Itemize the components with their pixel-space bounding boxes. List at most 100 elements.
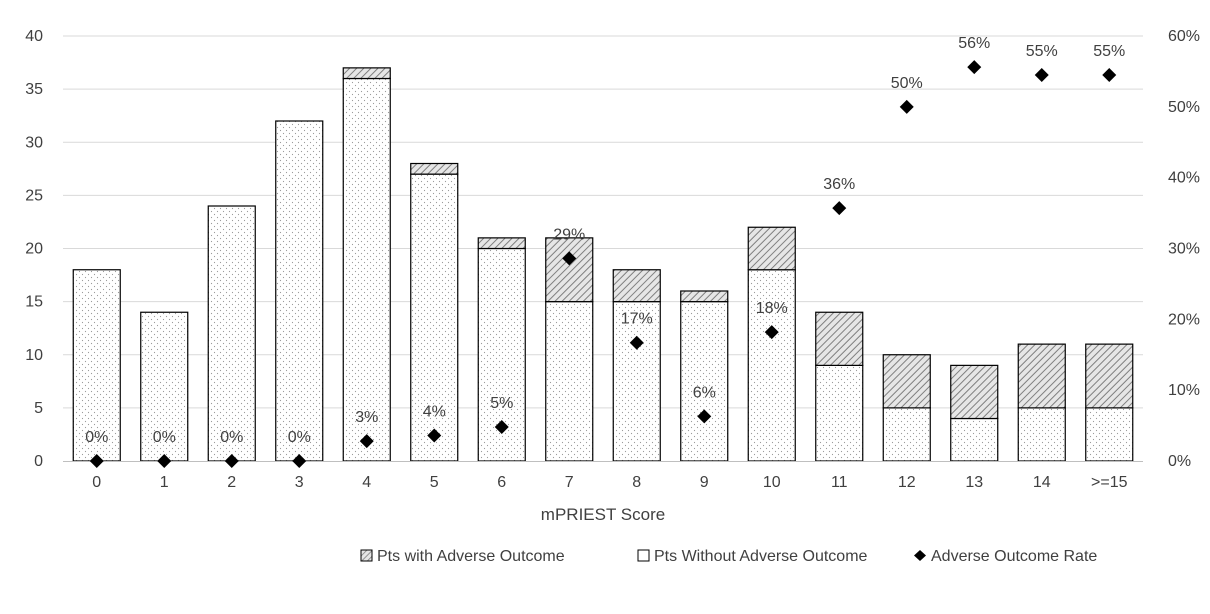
rate-marker	[629, 335, 644, 350]
bar-without-adverse	[275, 120, 324, 462]
rate-data-label: 18%	[756, 300, 788, 317]
y-right-tick-label: 10%	[1168, 382, 1200, 399]
x-tick-label: 1	[160, 474, 169, 491]
rate-data-label: 3%	[355, 409, 378, 426]
bar-with-adverse	[1085, 343, 1134, 409]
y-right-tick-label: 50%	[1168, 99, 1200, 116]
rate-data-label: 0%	[220, 429, 243, 446]
bar-with-adverse	[477, 237, 526, 250]
x-tick-label: 9	[700, 474, 709, 491]
bar-with-adverse	[1017, 343, 1066, 409]
bar-without-adverse	[207, 205, 256, 462]
x-tick-label: 0	[92, 474, 101, 491]
bar-without-adverse	[815, 364, 864, 462]
y-right-tick-label: 30%	[1168, 241, 1200, 258]
rate-marker	[1102, 67, 1117, 82]
y-left-tick-label: 40	[25, 28, 43, 45]
bar-without-adverse	[410, 173, 459, 462]
bar-without-adverse	[342, 77, 391, 462]
x-tick-label: 14	[1033, 474, 1051, 491]
legend-empty-swatch	[637, 549, 650, 562]
bar-without-adverse	[882, 407, 931, 462]
y-left-tick-label: 30	[25, 134, 43, 151]
rate-marker	[292, 454, 307, 468]
x-tick-label: 11	[831, 474, 848, 491]
bar-without-adverse	[1085, 407, 1134, 462]
rate-marker	[224, 454, 239, 468]
y-left-tick-label: 15	[25, 294, 43, 311]
bar-with-adverse	[882, 354, 931, 409]
bar-without-adverse	[612, 301, 661, 462]
rate-marker	[832, 201, 847, 216]
x-tick-label: 12	[898, 474, 916, 491]
rate-data-label: 4%	[423, 404, 446, 421]
bar-with-adverse	[342, 67, 391, 80]
rate-marker	[967, 60, 982, 75]
rate-data-label: 6%	[693, 384, 716, 401]
legend: Pts with Adverse Outcome Pts Without Adve…	[360, 548, 1097, 565]
rate-marker	[157, 454, 172, 468]
bar-with-adverse	[950, 364, 999, 420]
bar-with-adverse	[410, 162, 459, 175]
rate-data-label: 36%	[823, 176, 855, 193]
rate-marker	[359, 434, 374, 449]
rate-marker	[697, 409, 712, 424]
data-labels: 0% 0% 0% 0% 3% 4% 5% 29% 17% 6% 18% 36% 50% 56% 55% 55%	[85, 35, 1125, 446]
rate-marker	[899, 99, 914, 114]
bar-with-adverse	[545, 237, 594, 303]
rate-marker	[89, 454, 104, 468]
bar-without-adverse	[680, 301, 729, 462]
rate-data-label: 55%	[1093, 43, 1125, 60]
y-right-tick-label: 60%	[1168, 28, 1200, 45]
bar-with-adverse	[815, 311, 864, 366]
rate-data-label: 0%	[288, 429, 311, 446]
bar-with-adverse	[612, 269, 661, 303]
y-right-tick-label: 20%	[1168, 311, 1200, 328]
legend-label: Pts Without Adverse Outcome	[654, 548, 868, 565]
rate-data-label: 5%	[490, 395, 513, 412]
x-tick-label: 3	[295, 474, 304, 491]
rate-data-label: 55%	[1026, 43, 1058, 60]
x-tick-label: 2	[227, 474, 236, 491]
x-tick-label: 4	[362, 474, 371, 491]
rate-marker	[494, 420, 509, 434]
y-left-tick-label: 5	[34, 400, 43, 417]
rate-marker	[1034, 67, 1049, 82]
bar-without-adverse	[747, 269, 796, 462]
bar-with-adverse	[680, 290, 729, 303]
legend-label: Adverse Outcome Rate	[931, 548, 1097, 565]
y-left-tick-label: 25	[25, 187, 43, 204]
legend-diamond-swatch	[914, 550, 926, 561]
rate-data-label: 50%	[891, 75, 923, 92]
rate-data-label: 0%	[85, 429, 108, 446]
bar-without-adverse	[950, 417, 999, 462]
bar-with-adverse	[747, 226, 796, 271]
rate-data-label: 17%	[621, 311, 653, 328]
y-left-tick-label: 35	[25, 81, 43, 98]
rate-marker	[764, 325, 779, 340]
rate-marker	[562, 251, 577, 266]
rate-markers	[89, 60, 1117, 468]
y-left-tick-label: 0	[34, 453, 43, 470]
bar-without-adverse	[72, 269, 121, 462]
y-left-tick-label: 10	[25, 347, 43, 364]
y-right-tick-label: 40%	[1168, 170, 1200, 187]
x-tick-label: 10	[763, 474, 781, 491]
rate-marker	[427, 428, 442, 443]
bars	[72, 67, 1134, 462]
y-right-tick-label: 0%	[1168, 453, 1191, 470]
x-tick-label: 5	[430, 474, 439, 491]
x-axis-title: mPRIEST Score	[541, 505, 665, 524]
y-left-tick-label: 20	[25, 241, 43, 258]
x-tick-label: >=15	[1091, 474, 1128, 491]
x-tick-label: 6	[497, 474, 506, 491]
legend-hatched-swatch	[360, 549, 373, 562]
rate-data-label: 29%	[553, 226, 585, 243]
rate-data-label: 0%	[153, 429, 176, 446]
legend-label: Pts with Adverse Outcome	[377, 548, 565, 565]
x-tick-label: 8	[632, 474, 641, 491]
bar-without-adverse	[545, 301, 594, 462]
